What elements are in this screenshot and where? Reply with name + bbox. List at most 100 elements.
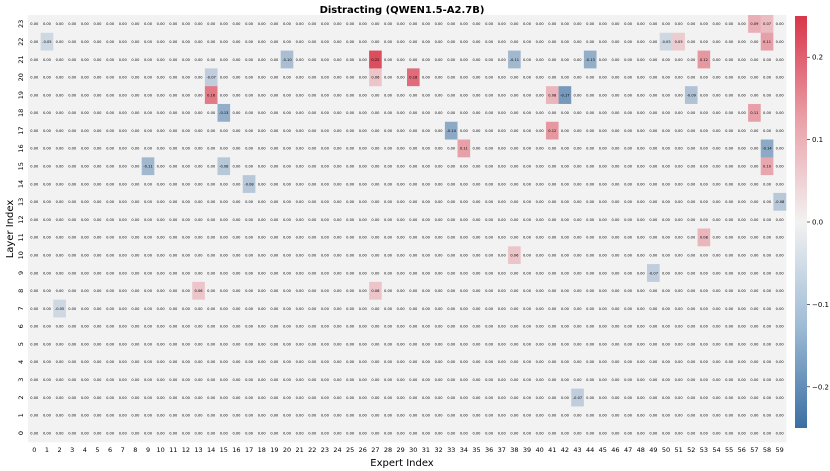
cell-value-label: 0.00 [169, 431, 178, 435]
cell-value-label: 0.00 [409, 22, 418, 26]
heatmap-cell [495, 68, 509, 87]
cell-value-label: 0.00 [574, 271, 583, 275]
cell-value-label: 0.00 [397, 147, 406, 151]
heatmap-cell [179, 86, 193, 105]
cell-value-label: 0.00 [346, 58, 355, 62]
x-tick-label: 1 [45, 446, 49, 454]
cell-value-label: 0.00 [157, 76, 166, 80]
cell-value-label: 0.00 [397, 360, 406, 364]
cell-value-label: 0.00 [700, 325, 709, 329]
cell-value-label: 0.11 [460, 147, 468, 151]
cell-value-label: 0.00 [485, 111, 494, 115]
cell-value-label: 0.00 [334, 22, 343, 26]
cell-value-label: 0.00 [523, 111, 532, 115]
heatmap-cell [583, 192, 597, 212]
cell-value-label: 0.00 [561, 325, 570, 329]
cell-value-label: 0.00 [245, 414, 254, 418]
y-tick-label: 3 [17, 378, 25, 382]
cell-value-label: 0.00 [675, 307, 684, 311]
heatmap-cell [748, 50, 762, 69]
cell-value-label: 0.00 [283, 325, 292, 329]
cell-value-label: 0.00 [283, 360, 292, 364]
cell-value-label: 0.00 [220, 271, 229, 275]
heatmap-cell [697, 32, 711, 51]
cell-value-label: 0.00 [637, 360, 646, 364]
cell-value-label: 0.00 [169, 271, 178, 275]
cell-value-label: 0.00 [119, 253, 128, 257]
cell-value-label: 0.00 [296, 271, 305, 275]
heatmap-cell [192, 32, 206, 51]
heatmap-cell [470, 246, 484, 265]
heatmap-cell [684, 228, 698, 247]
heatmap-cell [470, 15, 484, 34]
cell-value-label: 0.00 [169, 307, 178, 311]
heatmap-cell [154, 139, 168, 158]
cell-value-label: 0.00 [472, 111, 481, 115]
cell-value-label: 0.00 [776, 325, 785, 329]
heatmap-cell [444, 32, 458, 51]
cell-value-label: 0.06 [510, 253, 519, 257]
cell-value-label: 0.00 [308, 111, 317, 115]
cell-value-label: 0.00 [371, 271, 380, 275]
heatmap-cell [722, 192, 736, 212]
cell-value-label: 0.00 [169, 93, 178, 97]
heatmap-cell [65, 175, 79, 194]
cell-value-label: 0.00 [220, 342, 229, 346]
cell-value-label: 0.00 [586, 236, 595, 240]
cell-value-label: 0.00 [359, 289, 368, 293]
cell-value-label: 0.00 [397, 431, 406, 435]
cell-value-label: 0.00 [675, 378, 684, 382]
cell-value-label: 0.00 [548, 165, 557, 169]
heatmap-cell [533, 86, 547, 105]
cell-value-label: 0.00 [207, 378, 216, 382]
cell-value-label: 0.00 [30, 76, 39, 80]
heatmap-cell [432, 157, 446, 176]
cell-value-label: 0.00 [258, 200, 267, 204]
cell-value-label: 0.00 [536, 378, 545, 382]
cell-value-label: 0.00 [435, 431, 444, 435]
cell-value-label: 0.00 [649, 289, 658, 293]
cell-value-label: 0.00 [283, 93, 292, 97]
cell-value-label: 0.00 [296, 325, 305, 329]
heatmap-cell [735, 32, 749, 51]
cell-value-label: 0.00 [308, 414, 317, 418]
heatmap-cell [571, 175, 585, 194]
cell-value-label: 0.00 [157, 414, 166, 418]
cell-value-label: 0.00 [371, 378, 380, 382]
cell-value-label: 0.00 [232, 76, 241, 80]
cell-value-label: 0.00 [611, 378, 620, 382]
cell-value-label: 0.00 [56, 271, 65, 275]
heatmap-cell [545, 157, 559, 176]
heatmap-cell [129, 228, 142, 247]
cell-value-label: 0.00 [371, 307, 380, 311]
cell-value-label: 0.00 [409, 236, 418, 240]
cell-value-label: 0.00 [56, 342, 65, 346]
heatmap-cell [444, 15, 458, 34]
heatmap-cell [571, 32, 585, 51]
cell-value-label: 0.00 [270, 147, 279, 151]
heatmap-cell [583, 103, 597, 123]
heatmap-cell [116, 15, 130, 34]
cell-value-label: 0.00 [750, 76, 759, 80]
cell-value-label: 0.00 [675, 325, 684, 329]
cell-value-label: 0.00 [93, 40, 102, 44]
heatmap-cell [381, 103, 395, 123]
cell-value-label: 0.00 [296, 289, 305, 293]
cell-value-label: 0.00 [649, 76, 658, 80]
cell-value-label: 0.00 [611, 58, 620, 62]
cell-value-label: 0.00 [561, 271, 570, 275]
heatmap-cell [103, 264, 117, 283]
heatmap-cell [331, 139, 345, 158]
heatmap-cell [520, 157, 534, 176]
heatmap-cell [634, 210, 648, 229]
heatmap-cell [520, 121, 534, 140]
heatmap-cell [710, 246, 724, 265]
heatmap-cell [356, 50, 370, 69]
cell-value-label: 0.00 [435, 253, 444, 257]
y-tick-label: 0 [17, 431, 25, 435]
cell-value-label: 0.00 [232, 271, 241, 275]
cell-value-label: 0.00 [713, 289, 722, 293]
heatmap-cell [91, 121, 105, 140]
heatmap-cell [634, 157, 648, 176]
cell-value-label: 0.00 [283, 147, 292, 151]
